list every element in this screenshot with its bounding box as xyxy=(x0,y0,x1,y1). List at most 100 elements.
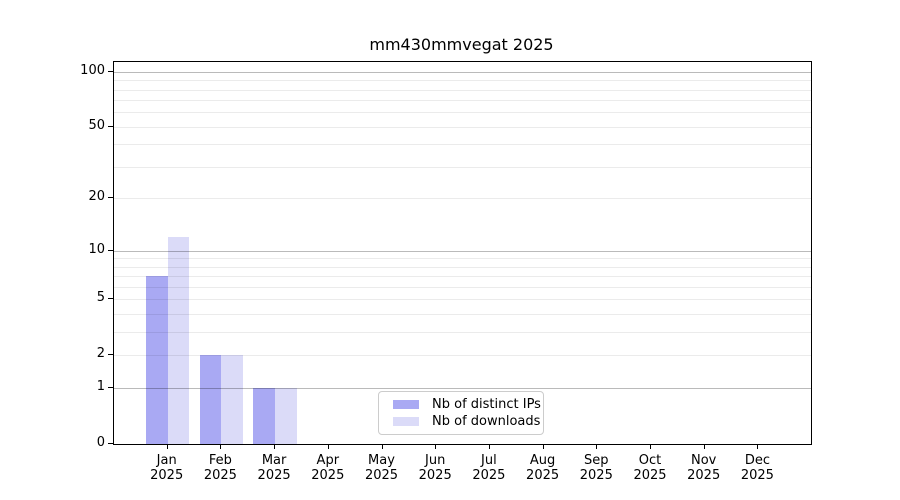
legend-swatch xyxy=(393,400,419,409)
gridline-minor xyxy=(114,332,811,334)
bar-nb-of-downloads-jan xyxy=(167,237,190,444)
x-axis-tick-label: Jul 2025 xyxy=(457,453,521,483)
x-axis-tick-label: Sep 2025 xyxy=(564,453,628,483)
x-tick-month: Jul xyxy=(481,453,497,468)
x-tick-mark xyxy=(650,444,651,449)
gridline-minor xyxy=(114,314,811,316)
y-axis-tick-label: 0 xyxy=(96,435,105,450)
x-tick-year: 2025 xyxy=(203,468,237,483)
legend-label: Nb of distinct IPs xyxy=(432,397,541,412)
x-tick-year: 2025 xyxy=(150,468,184,483)
bar-nb-of-downloads-mar xyxy=(275,388,297,444)
x-axis-tick-label: Oct 2025 xyxy=(618,453,682,483)
gridline-minor xyxy=(114,266,811,268)
x-axis-tick-label: Apr 2025 xyxy=(296,453,360,483)
bar-nb-of-distinct-ips-mar xyxy=(253,388,276,444)
x-tick-month: Aug xyxy=(529,453,556,468)
x-tick-year: 2025 xyxy=(633,468,667,483)
x-tick-month: Feb xyxy=(208,453,232,468)
x-axis-tick-label: Mar 2025 xyxy=(242,453,306,483)
x-tick-year: 2025 xyxy=(526,468,560,483)
x-tick-mark xyxy=(274,444,276,449)
plot-inner xyxy=(114,62,811,444)
gridline-minor xyxy=(114,89,811,91)
gridline-minor xyxy=(114,100,811,102)
x-tick-mark xyxy=(596,444,598,449)
x-tick-mark xyxy=(220,444,222,449)
y-axis-tick-label: 2 xyxy=(96,346,105,362)
y-axis-tick-label: 50 xyxy=(88,117,105,133)
x-tick-month: Dec xyxy=(744,453,770,468)
y-tick-mark xyxy=(108,443,113,444)
gridline-major xyxy=(114,388,811,390)
x-axis-tick-label: Dec 2025 xyxy=(725,453,789,483)
gridline-minor xyxy=(114,355,811,357)
x-tick-mark xyxy=(542,444,544,449)
x-tick-month: Nov xyxy=(691,453,717,468)
gridline-minor xyxy=(114,198,811,200)
x-tick-mark xyxy=(435,444,437,449)
x-tick-month: Jan xyxy=(156,453,177,468)
x-tick-month: Sep xyxy=(584,453,609,468)
x-tick-year: 2025 xyxy=(311,468,345,483)
x-tick-month: Jun xyxy=(425,453,446,468)
y-axis-tick-label: 1 xyxy=(96,379,105,395)
x-tick-year: 2025 xyxy=(740,468,774,483)
y-tick-mark xyxy=(108,387,113,389)
x-tick-year: 2025 xyxy=(257,468,291,483)
gridline-minor xyxy=(114,258,811,260)
x-axis-tick-label: Aug 2025 xyxy=(511,453,575,483)
x-tick-mark xyxy=(381,444,383,449)
x-tick-month: Mar xyxy=(261,453,287,468)
gridline-major xyxy=(114,250,811,252)
y-tick-mark xyxy=(108,125,113,127)
x-axis-tick-label: Nov 2025 xyxy=(672,453,736,483)
gridline-minor xyxy=(114,126,811,128)
x-tick-mark xyxy=(757,444,759,449)
legend: Nb of distinct IPs Nb of downloads xyxy=(378,391,544,435)
x-tick-mark xyxy=(703,444,705,449)
bar-nb-of-downloads-feb xyxy=(221,355,244,444)
x-tick-mark xyxy=(327,444,329,449)
y-axis-tick-label: 100 xyxy=(80,62,105,78)
y-tick-mark xyxy=(108,298,113,300)
gridline-minor xyxy=(114,276,811,278)
gridline-minor xyxy=(114,112,811,114)
y-axis-tick-label: 10 xyxy=(88,241,105,257)
x-axis-tick-label: Feb 2025 xyxy=(188,453,252,483)
x-tick-month: Apr xyxy=(316,453,340,468)
plot-area xyxy=(113,61,812,445)
legend-label: Nb of downloads xyxy=(432,414,541,429)
gridline-minor xyxy=(114,167,811,169)
gridline-minor xyxy=(114,287,811,289)
x-axis-tick-label: Jan 2025 xyxy=(135,453,199,483)
legend-swatch xyxy=(393,417,419,426)
y-axis-tick-label: 5 xyxy=(96,290,105,306)
x-axis-tick-label: Jun 2025 xyxy=(403,453,467,483)
x-tick-year: 2025 xyxy=(418,468,452,483)
y-axis-tick-label: 20 xyxy=(88,189,105,205)
x-tick-year: 2025 xyxy=(364,468,399,483)
x-tick-year: 2025 xyxy=(472,468,506,483)
legend-item: Nb of downloads xyxy=(387,414,540,429)
x-tick-year: 2025 xyxy=(579,468,613,483)
gridline-minor xyxy=(114,80,811,82)
x-tick-month: May xyxy=(368,453,395,468)
gridline-major xyxy=(114,71,811,73)
y-tick-mark xyxy=(108,249,113,251)
x-tick-mark xyxy=(488,444,490,449)
chart-title: mm430mmvegat 2025 xyxy=(369,35,554,54)
x-axis-tick-label: May 2025 xyxy=(350,453,414,483)
bar-nb-of-distinct-ips-jan xyxy=(146,276,168,444)
x-tick-mark xyxy=(166,444,168,449)
gridline-minor xyxy=(114,144,811,146)
y-tick-mark xyxy=(108,70,113,72)
bar-nb-of-distinct-ips-feb xyxy=(199,355,222,444)
y-tick-mark xyxy=(108,197,113,199)
y-tick-mark xyxy=(108,354,113,356)
gridline-minor xyxy=(114,299,811,301)
x-tick-month: Oct xyxy=(638,453,662,468)
x-tick-year: 2025 xyxy=(687,468,721,483)
legend-item: Nb of distinct IPs xyxy=(387,397,541,412)
